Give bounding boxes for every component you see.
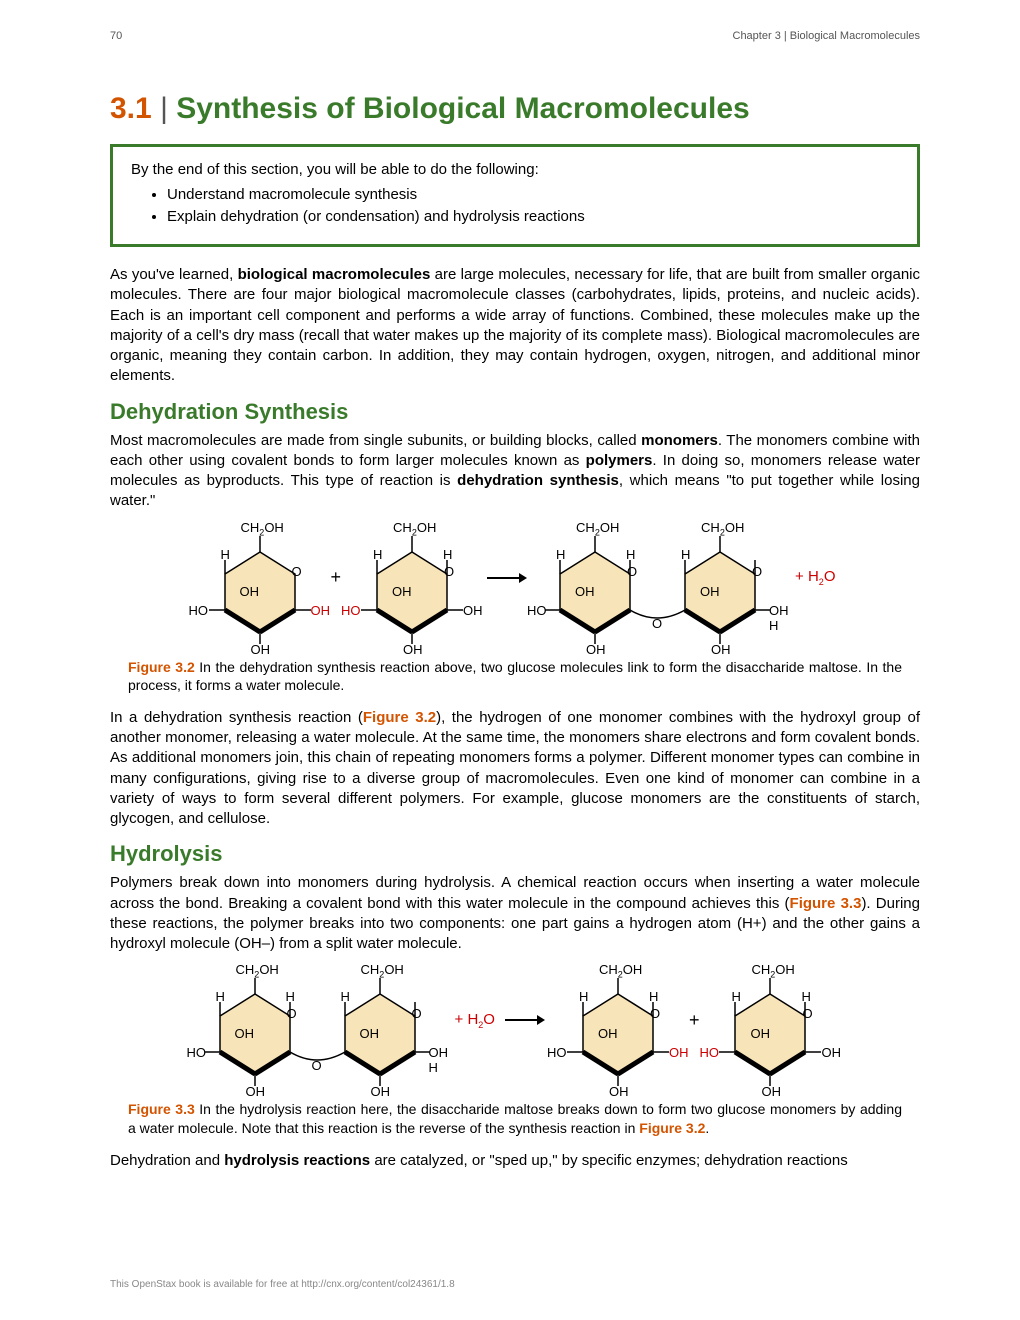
glucose-molecule: CH2OH O H H OH HO OH OH — [705, 966, 835, 1096]
glucose-molecule: CH2OH O H H OH HO OH OH — [347, 524, 477, 654]
objectives-list: Understand macromolecule synthesis Expla… — [131, 186, 899, 225]
oh-label: OH — [761, 1084, 781, 1099]
ch2oh-label: CH2OH — [751, 962, 794, 980]
figure-3-3-caption: Figure 3.3 In the hydrolysis reaction he… — [128, 1100, 902, 1136]
dehydration-paragraph-2: In a dehydration synthesis reaction (Fig… — [110, 708, 920, 830]
h-label: H — [731, 989, 740, 1004]
maltose-molecule: CH2OH CH2OH O O H H H OH OH HO OHH O OH … — [535, 524, 785, 654]
figure-3-3-diagram: CH2OH CH2OH O O H H H OH OH HO OHH O OH … — [128, 966, 902, 1096]
oh-label: OH — [750, 1026, 770, 1041]
objectives-intro: By the end of this section, you will be … — [131, 161, 899, 178]
section-title: 3.1 | Synthesis of Biological Macromolec… — [110, 92, 920, 126]
chapter-label: Chapter 3 | Biological Macromolecules — [733, 30, 921, 42]
glucose-molecule: CH2OH O H OH HO OH OH — [195, 524, 325, 654]
section-number: 3.1 — [110, 92, 152, 125]
plus-symbol: + — [331, 567, 342, 588]
h-label: H — [649, 989, 658, 1004]
reaction-arrow-icon — [503, 1011, 545, 1029]
figure-3-2-diagram: CH2OH O H OH HO OH OH + CH2OH O H H OH H… — [128, 524, 902, 654]
hydrolysis-paragraph-1: Polymers break down into monomers during… — [110, 873, 920, 954]
intro-paragraph: As you've learned, biological macromolec… — [110, 265, 920, 387]
oh-label: OH — [609, 1084, 629, 1099]
oh-label: OH — [240, 584, 260, 599]
right-label: OH — [821, 1045, 841, 1060]
right-label: OH — [311, 603, 331, 618]
ch2oh-label: CH2OH — [599, 962, 642, 980]
section-name: Synthesis of Biological Macromolecules — [176, 92, 750, 125]
oh-label: OH — [392, 584, 412, 599]
ho-label: HO — [189, 603, 209, 618]
heading-hydrolysis: Hydrolysis — [110, 841, 920, 867]
heading-dehydration: Dehydration Synthesis — [110, 399, 920, 425]
o-label: O — [292, 564, 302, 579]
h-label: H — [579, 989, 588, 1004]
right-label: OH — [463, 603, 483, 618]
figure-3-2-caption: Figure 3.2 In the dehydration synthesis … — [128, 658, 902, 694]
h-label: H — [801, 989, 810, 1004]
footer-attribution: This OpenStax book is available for free… — [110, 1279, 455, 1290]
o-label: O — [650, 1006, 660, 1021]
oh-label: OH — [598, 1026, 618, 1041]
dehydration-paragraph-1: Most macromolecules are made from single… — [110, 431, 920, 512]
o-label: O — [802, 1006, 812, 1021]
ch2oh-label: CH2OH — [241, 520, 284, 538]
o-label: O — [444, 564, 454, 579]
title-separator: | — [160, 92, 168, 125]
page-header: 70 Chapter 3 | Biological Macromolecules — [110, 30, 920, 42]
right-label: OH — [669, 1045, 689, 1060]
ho-label: HO — [547, 1045, 567, 1060]
reaction-arrow-icon — [485, 569, 527, 587]
oh-label: OH — [403, 642, 423, 657]
plus-symbol: + — [689, 1010, 700, 1031]
oh-label: OH — [251, 642, 271, 657]
water-label: + H2O — [455, 1011, 495, 1030]
h-label: H — [221, 547, 230, 562]
ho-label: HO — [699, 1045, 719, 1060]
page-number: 70 — [110, 30, 122, 42]
water-label: + H2O — [795, 568, 835, 587]
glucose-molecule: CH2OH O H H OH HO OH OH — [553, 966, 683, 1096]
h-label: H — [373, 547, 382, 562]
objective-item: Explain dehydration (or condensation) an… — [167, 208, 899, 225]
h-label: H — [443, 547, 452, 562]
ch2oh-label: CH2OH — [393, 520, 436, 538]
ho-label: HO — [341, 603, 361, 618]
maltose-molecule: CH2OH CH2OH O O H H H OH OH HO OHH O OH … — [195, 966, 445, 1096]
final-paragraph: Dehydration and hydrolysis reactions are… — [110, 1151, 920, 1171]
learning-objectives-box: By the end of this section, you will be … — [110, 144, 920, 247]
objective-item: Understand macromolecule synthesis — [167, 186, 899, 203]
